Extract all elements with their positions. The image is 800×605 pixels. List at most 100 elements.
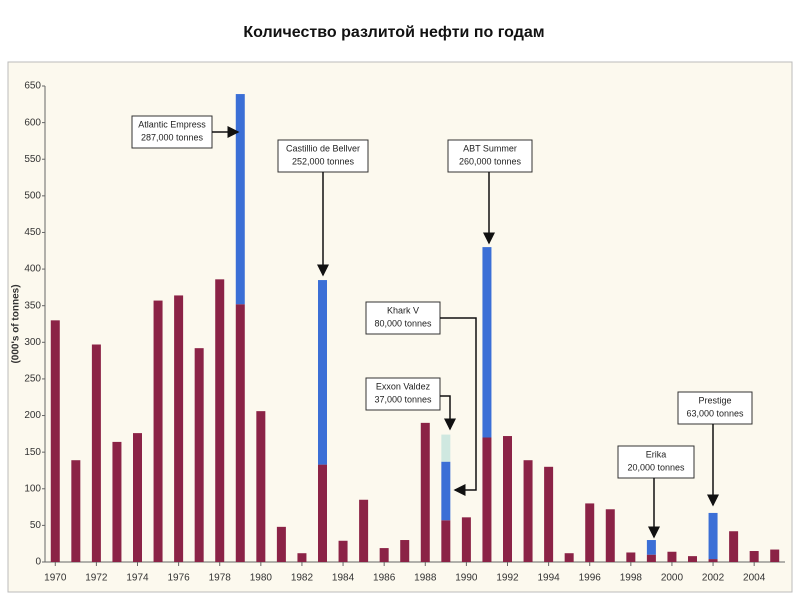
annotation-text: ABT Summer xyxy=(463,143,517,153)
x-tick-label: 2004 xyxy=(743,573,766,584)
bar-segment xyxy=(605,509,615,562)
annotation-box xyxy=(617,445,695,479)
bar-segment xyxy=(215,279,225,562)
bar-segment xyxy=(318,280,327,465)
y-tick-label: 0 xyxy=(35,557,41,568)
y-tick-label: 300 xyxy=(24,337,41,348)
bar-segment xyxy=(482,247,492,438)
bar-segment xyxy=(749,551,759,562)
bar-segment xyxy=(256,411,266,562)
x-tick-label: 1986 xyxy=(373,573,396,584)
x-tick-label: 1974 xyxy=(126,573,149,584)
annotation-text: 63,000 tonnes xyxy=(686,408,744,418)
bar-segment xyxy=(276,526,286,562)
y-tick-label: 150 xyxy=(24,447,41,458)
bar-segment xyxy=(482,437,492,562)
bar-segment xyxy=(359,499,369,562)
annotation-text: Castillio de Bellver xyxy=(286,143,360,153)
y-tick-label: 600 xyxy=(24,117,41,128)
bar-segment xyxy=(585,503,595,562)
bar-segment xyxy=(379,548,389,562)
x-tick-label: 1972 xyxy=(85,573,108,584)
y-tick-label: 250 xyxy=(24,374,41,385)
bar-segment xyxy=(153,300,163,562)
bar-segment xyxy=(318,464,327,562)
annotation-arrow xyxy=(440,317,477,496)
annotation-text: 287,000 tonnes xyxy=(141,132,204,142)
bar-segment xyxy=(338,540,348,562)
annotation-box xyxy=(365,301,441,335)
bar-segment xyxy=(441,461,451,521)
x-tick-label: 1988 xyxy=(414,573,437,584)
x-tick-label: 1996 xyxy=(579,573,602,584)
x-tick-label: 2000 xyxy=(661,573,684,584)
bar-segment xyxy=(523,460,533,562)
x-tick-label: 1992 xyxy=(496,573,519,584)
y-tick-label: 100 xyxy=(24,483,41,494)
bar-segment xyxy=(667,551,677,562)
bar-segment xyxy=(91,344,101,562)
x-tick-label: 2002 xyxy=(702,573,725,584)
bar-segment xyxy=(194,348,204,562)
y-tick-label: 550 xyxy=(24,154,41,165)
annotation-arrow xyxy=(440,395,456,431)
bar-segment xyxy=(708,512,718,560)
bar-segment xyxy=(441,520,451,562)
x-tick-label: 1994 xyxy=(537,573,560,584)
annotation-box xyxy=(677,391,753,425)
x-tick-label: 1978 xyxy=(209,573,232,584)
bar-segment xyxy=(235,304,245,562)
annotation-text: Exxon Valdez xyxy=(376,381,431,391)
x-tick-label: 1980 xyxy=(250,573,273,584)
annotation-box xyxy=(365,377,441,411)
bar-segment xyxy=(544,466,554,562)
bar-segment xyxy=(461,517,471,562)
chart-title: Количество разлитой нефти по годам xyxy=(243,24,544,41)
annotation-text: Prestige xyxy=(698,395,731,405)
bar-segment xyxy=(646,554,656,562)
y-axis-label: (000's of tonnes) xyxy=(11,284,22,363)
annotation-text: 252,000 tonnes xyxy=(292,156,355,166)
annotation-box xyxy=(131,115,213,149)
y-tick-label: 400 xyxy=(24,264,41,275)
y-tick-label: 200 xyxy=(24,410,41,421)
bar-segment xyxy=(400,540,410,562)
annotation-box xyxy=(447,139,533,173)
y-tick-label: 650 xyxy=(24,81,41,92)
bar-segment xyxy=(297,553,307,562)
y-tick-label: 450 xyxy=(24,227,41,238)
y-tick-label: 500 xyxy=(24,190,41,201)
x-tick-label: 1976 xyxy=(167,573,190,584)
bar-segment xyxy=(729,531,739,562)
bar-segment xyxy=(112,441,122,562)
bar-segment xyxy=(441,434,451,462)
bar-segment xyxy=(420,422,430,562)
y-tick-label: 50 xyxy=(30,520,42,531)
bar-segment xyxy=(688,556,697,562)
annotation-text: Atlantic Empress xyxy=(138,119,206,129)
annotation-text: Khark V xyxy=(387,305,419,315)
bar-segment xyxy=(770,549,780,562)
annotation-text: Erika xyxy=(646,449,667,459)
annotation-box xyxy=(277,139,369,173)
bar-segment xyxy=(133,433,142,562)
annotation-text: 260,000 tonnes xyxy=(459,156,522,166)
bar-segment xyxy=(50,320,60,562)
bar-segment xyxy=(71,460,81,562)
y-tick-label: 350 xyxy=(24,300,41,311)
annotation-text: 80,000 tonnes xyxy=(374,318,432,328)
x-tick-label: 1984 xyxy=(332,573,355,584)
annotation-text: 20,000 tonnes xyxy=(627,462,685,472)
bar-segment xyxy=(174,295,184,562)
bar-segment xyxy=(626,552,636,562)
x-tick-label: 1998 xyxy=(620,573,643,584)
x-tick-label: 1970 xyxy=(44,573,67,584)
bar-segment xyxy=(564,553,574,562)
x-tick-label: 1990 xyxy=(455,573,478,584)
bar-segment xyxy=(708,559,718,562)
bar-segment xyxy=(503,436,512,562)
bar-segment xyxy=(235,94,245,305)
x-tick-label: 1982 xyxy=(291,573,314,584)
